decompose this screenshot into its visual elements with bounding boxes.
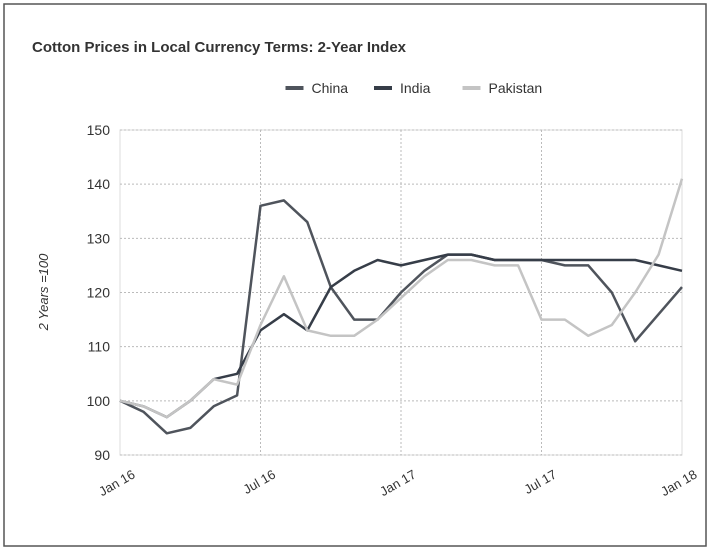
y-tick-label: 100	[87, 393, 111, 409]
frame	[3, 3, 707, 547]
legend: China India Pakistan	[285, 80, 543, 96]
y-tick-label: 120	[87, 285, 111, 301]
series-line	[119, 178, 684, 419]
y-tick-label: 140	[87, 176, 111, 192]
y-tick-label: 90	[94, 447, 110, 463]
chart-title: Cotton Prices in Local Currency Terms: 2…	[32, 39, 407, 56]
series-line	[119, 199, 683, 435]
y-axis-label: 2 Years =100	[36, 253, 51, 332]
legend-label: Pakistan	[489, 80, 543, 96]
legend-label: China	[312, 80, 349, 96]
y-tick-label: 110	[88, 339, 111, 355]
legend-label: India	[400, 80, 431, 96]
y-tick-label: 130	[87, 230, 111, 246]
y-tick-label: 150	[87, 122, 111, 138]
